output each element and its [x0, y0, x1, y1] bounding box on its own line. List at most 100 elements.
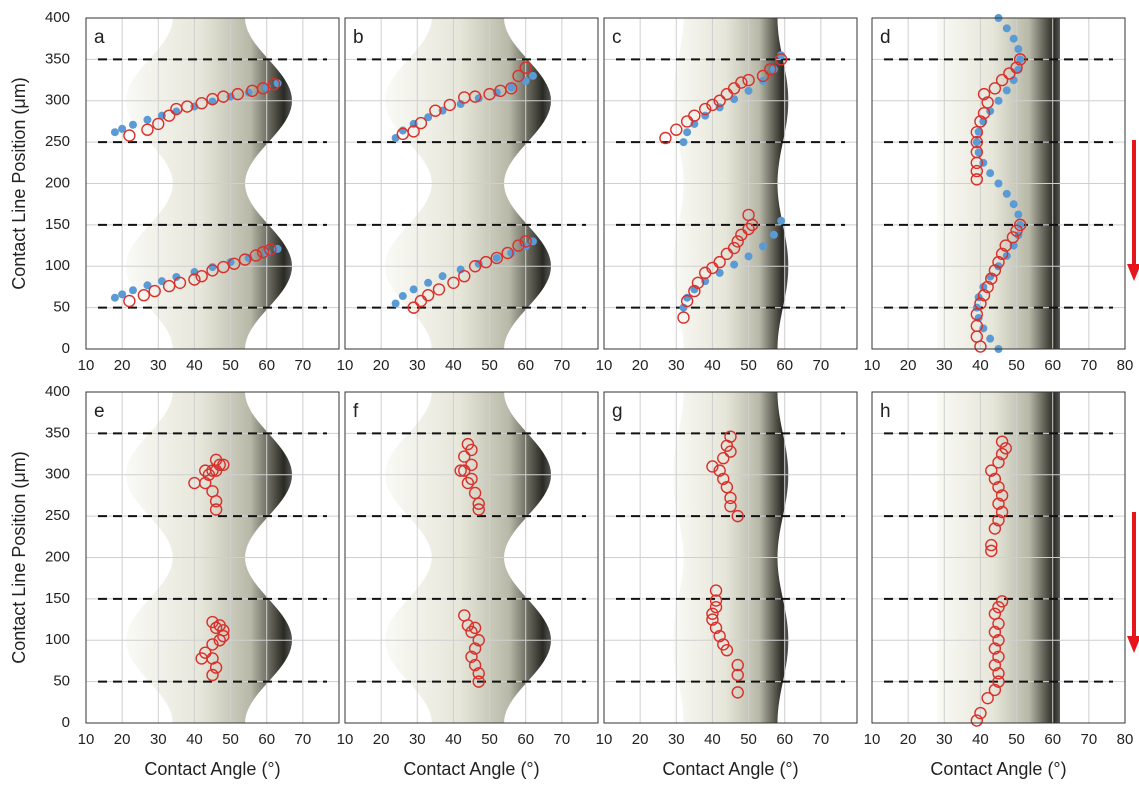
x-tick-label: 70 [1081, 731, 1098, 748]
x-tick-label: 10 [864, 357, 881, 374]
arrow-bottom [1127, 512, 1139, 653]
model-point [1014, 211, 1022, 219]
panel-label: b [353, 27, 364, 48]
x-tick-label: 40 [445, 357, 462, 374]
x-tick-label: 40 [704, 731, 721, 748]
panel-label: c [612, 27, 622, 48]
x-tick-label: 50 [1008, 731, 1025, 748]
x-tick-label: 30 [150, 731, 167, 748]
model-point [730, 261, 738, 269]
x-tick-label: 10 [864, 731, 881, 748]
model-point [995, 180, 1003, 188]
figure: a10203040506070050100150200250300350400C… [0, 0, 1139, 788]
x-axis-title: Contact Angle (°) [144, 759, 280, 779]
x-tick-label: 50 [222, 357, 239, 374]
panel-label: d [880, 27, 891, 48]
model-point [770, 65, 778, 73]
x-tick-label: 60 [776, 357, 793, 374]
x-tick-label: 10 [78, 731, 95, 748]
x-tick-label: 80 [1117, 731, 1134, 748]
x-tick-label: 60 [517, 357, 534, 374]
x-tick-label: 60 [1044, 731, 1061, 748]
x-axis-title: Contact Angle (°) [662, 759, 798, 779]
y-tick-label: 350 [45, 424, 70, 441]
panel: c10203040506070 [596, 18, 857, 374]
x-tick-label: 50 [481, 357, 498, 374]
x-tick-label: 10 [596, 357, 613, 374]
model-point [529, 72, 537, 80]
arrow-top [1127, 140, 1139, 281]
panel: f10203040506070Contact Angle (°) [337, 392, 598, 779]
y-tick-label: 300 [45, 92, 70, 109]
model-point [1014, 45, 1022, 53]
model-point [129, 121, 137, 129]
x-tick-label: 60 [776, 731, 793, 748]
model-point [424, 279, 432, 287]
x-tick-label: 50 [222, 731, 239, 748]
y-tick-label: 150 [45, 590, 70, 607]
y-tick-label: 250 [45, 133, 70, 150]
model-point [683, 128, 691, 136]
y-tick-label: 400 [45, 9, 70, 26]
x-tick-label: 30 [409, 731, 426, 748]
x-tick-label: 80 [1117, 357, 1134, 374]
y-axis-title: Contact Line Position (μm) [9, 451, 29, 663]
panel-label: e [94, 401, 105, 422]
model-point [111, 294, 119, 302]
x-tick-label: 70 [813, 357, 830, 374]
x-tick-label: 70 [295, 731, 312, 748]
y-axis-title: Contact Line Position (μm) [9, 77, 29, 289]
x-tick-label: 50 [740, 731, 757, 748]
panel-label: h [880, 401, 891, 422]
model-point [493, 254, 501, 262]
model-point [680, 138, 688, 146]
panel-label: a [94, 27, 105, 48]
x-tick-label: 20 [373, 357, 390, 374]
y-tick-label: 400 [45, 383, 70, 400]
model-point [111, 128, 119, 136]
x-tick-label: 40 [445, 731, 462, 748]
model-point [986, 335, 994, 343]
panel-label: f [353, 401, 359, 422]
x-tick-label: 30 [668, 731, 685, 748]
model-point [1003, 190, 1011, 198]
x-tick-label: 20 [114, 357, 131, 374]
x-tick-label: 10 [596, 731, 613, 748]
model-point [770, 231, 778, 239]
x-tick-label: 30 [668, 357, 685, 374]
model-point [1010, 35, 1018, 43]
x-tick-label: 20 [373, 731, 390, 748]
x-tick-label: 40 [972, 731, 989, 748]
panel-label: g [612, 401, 623, 422]
model-point [1010, 200, 1018, 208]
model-point [1003, 24, 1011, 32]
x-tick-label: 30 [936, 731, 953, 748]
y-tick-label: 100 [45, 257, 70, 274]
model-point [439, 272, 447, 280]
y-tick-label: 350 [45, 50, 70, 67]
x-tick-label: 60 [517, 731, 534, 748]
x-tick-label: 20 [114, 731, 131, 748]
y-tick-label: 150 [45, 216, 70, 233]
x-tick-label: 50 [740, 357, 757, 374]
x-tick-label: 40 [186, 357, 203, 374]
model-point [1003, 86, 1011, 94]
model-point [745, 252, 753, 260]
x-tick-label: 10 [78, 357, 95, 374]
panel: a10203040506070050100150200250300350400C… [9, 9, 339, 374]
x-tick-label: 20 [632, 357, 649, 374]
model-point [507, 84, 515, 92]
y-tick-label: 0 [62, 340, 70, 357]
panel: g10203040506070Contact Angle (°) [596, 392, 857, 779]
x-tick-label: 30 [150, 357, 167, 374]
x-tick-label: 20 [632, 731, 649, 748]
model-point [507, 249, 515, 257]
x-tick-label: 40 [186, 731, 203, 748]
y-tick-label: 250 [45, 507, 70, 524]
x-tick-label: 10 [337, 731, 354, 748]
x-tick-label: 60 [1044, 357, 1061, 374]
model-point [410, 285, 418, 293]
x-tick-label: 40 [972, 357, 989, 374]
x-tick-label: 50 [481, 731, 498, 748]
